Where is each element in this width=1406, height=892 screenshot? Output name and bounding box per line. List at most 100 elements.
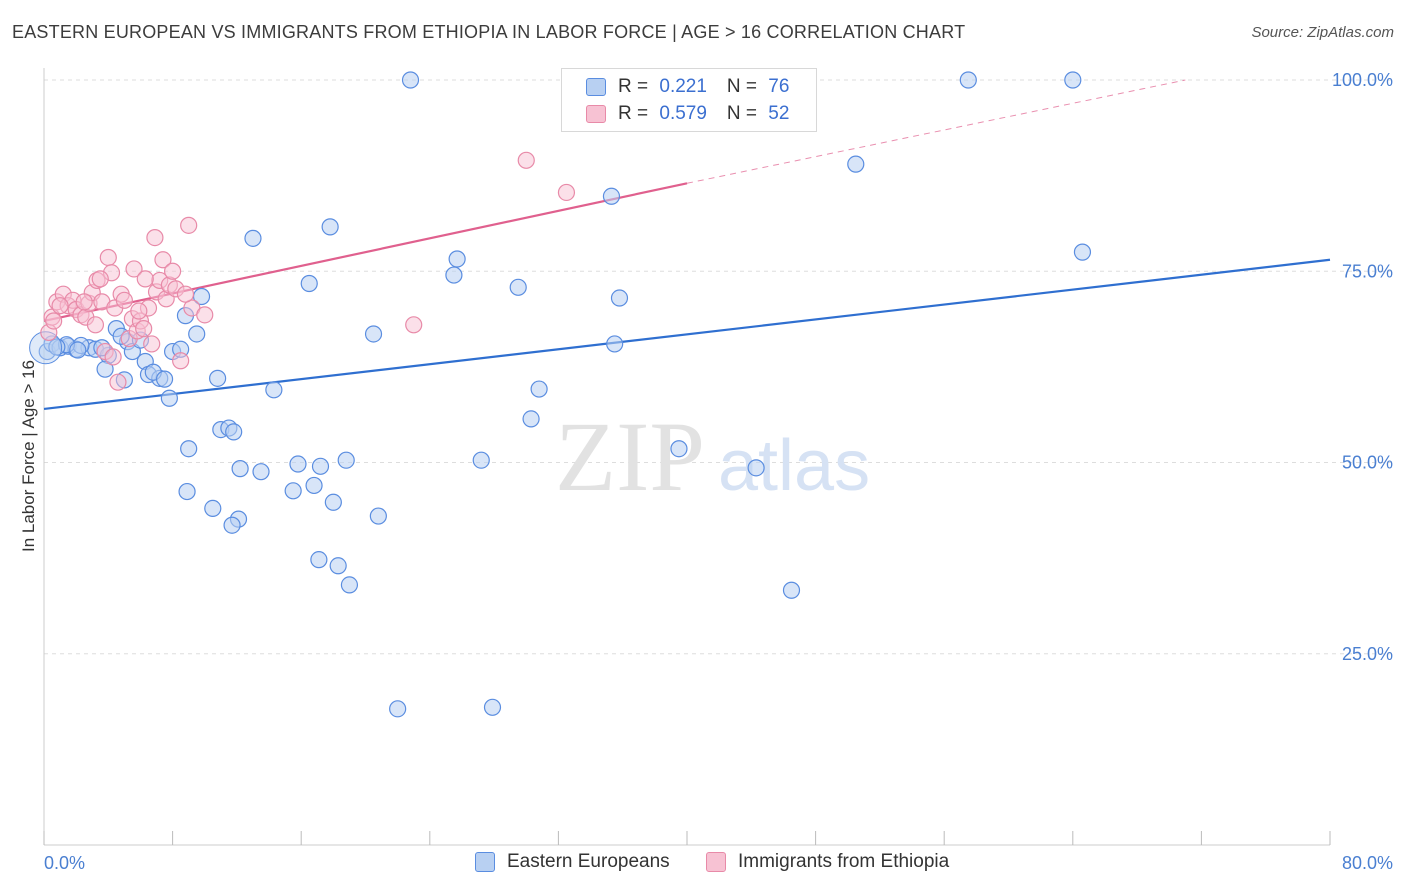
chart-title: EASTERN EUROPEAN VS IMMIGRANTS FROM ETHI…	[12, 22, 966, 42]
series-eastern-europeans	[29, 71, 1092, 718]
data-point-eastern-europeans	[610, 289, 629, 307]
data-point-immigrants-from-ethiopia	[164, 262, 182, 280]
data-point-eastern-europeans	[252, 463, 270, 481]
series-immigrants-from-ethiopia	[40, 151, 576, 391]
trend-line-immigrants-from-ethiopia	[43, 182, 688, 323]
data-point-immigrants-from-ethiopia	[172, 352, 190, 370]
data-point-eastern-europeans	[606, 335, 624, 353]
x-tick-label-min: 0.0%	[44, 853, 85, 873]
data-point-eastern-europeans	[284, 482, 302, 500]
legend-n-label: N =	[726, 103, 763, 124]
watermark-atlas: atlas	[718, 426, 870, 506]
data-point-eastern-europeans	[1064, 71, 1082, 89]
data-point-immigrants-from-ethiopia	[146, 228, 164, 247]
y-tick-label: 75.0%	[1342, 261, 1393, 281]
source-label: Source: ZipAtlas.com	[1251, 24, 1394, 41]
data-point-eastern-europeans	[155, 370, 174, 388]
data-point-eastern-europeans	[445, 266, 463, 284]
data-point-eastern-europeans	[509, 278, 527, 296]
data-point-eastern-europeans	[96, 360, 114, 378]
data-point-eastern-europeans	[472, 451, 490, 469]
data-point-immigrants-from-ethiopia	[51, 297, 69, 315]
data-point-eastern-europeans	[300, 274, 318, 293]
data-point-eastern-europeans	[483, 698, 502, 716]
data-point-eastern-europeans	[321, 218, 339, 236]
data-point-eastern-europeans	[231, 460, 249, 478]
data-point-immigrants-from-ethiopia	[135, 320, 153, 338]
grid-lines	[44, 79, 1392, 655]
data-point-immigrants-from-ethiopia	[99, 248, 117, 267]
axes	[43, 68, 1331, 846]
data-point-eastern-europeans	[310, 551, 328, 569]
data-point-immigrants-from-ethiopia	[45, 312, 63, 330]
trend-line-extension	[686, 79, 1186, 184]
data-point-eastern-europeans	[389, 700, 407, 718]
x-tick-label-max: 80.0%	[1342, 853, 1393, 873]
legend-label: Immigrants from Ethiopia	[738, 851, 950, 872]
legend-label: Eastern Europeans	[507, 851, 670, 872]
data-point-immigrants-from-ethiopia	[517, 151, 535, 169]
data-point-immigrants-from-ethiopia	[75, 293, 93, 311]
legend-swatch-pink	[706, 852, 726, 872]
data-point-eastern-europeans	[160, 389, 178, 407]
legend-n-label: N =	[726, 76, 763, 97]
data-point-eastern-europeans	[670, 440, 688, 458]
legend-item-eastern-europeans[interactable]: Eastern Europeans	[475, 851, 670, 873]
legend-r-value: 0.579	[659, 103, 707, 124]
data-point-immigrants-from-ethiopia	[104, 348, 122, 366]
data-point-eastern-europeans	[223, 516, 241, 534]
legend-row-immigrants-from-ethiopia: R = 0.579 N = 52	[586, 101, 789, 127]
data-point-immigrants-from-ethiopia	[143, 335, 161, 353]
data-point-immigrants-from-ethiopia	[196, 306, 214, 324]
data-point-eastern-europeans	[522, 410, 540, 428]
data-point-eastern-europeans	[448, 250, 466, 268]
data-point-immigrants-from-ethiopia	[557, 183, 576, 202]
data-point-eastern-europeans	[747, 459, 765, 477]
data-point-eastern-europeans	[244, 229, 262, 247]
data-point-eastern-europeans	[337, 451, 355, 469]
data-point-eastern-europeans	[324, 493, 342, 511]
data-point-eastern-europeans	[530, 380, 548, 398]
data-point-immigrants-from-ethiopia	[176, 285, 195, 303]
legend-r-label: R =	[618, 103, 654, 124]
legend-n-value: 52	[768, 103, 790, 124]
legend-n-value: 76	[768, 76, 790, 97]
data-point-eastern-europeans	[265, 381, 283, 399]
trend-line-eastern-europeans	[43, 258, 1331, 411]
watermark: ZIP atlas	[555, 401, 870, 512]
data-point-eastern-europeans	[1073, 243, 1092, 261]
data-point-eastern-europeans	[364, 325, 383, 343]
data-point-eastern-europeans	[369, 507, 387, 525]
data-point-eastern-europeans	[602, 187, 621, 205]
tick-labels: 25.0% 50.0% 75.0% 100.0% 0.0% 80.0%	[44, 70, 1393, 873]
data-point-immigrants-from-ethiopia	[130, 302, 148, 320]
legend-swatch-blue	[586, 78, 606, 96]
data-point-immigrants-from-ethiopia	[180, 216, 198, 234]
data-point-eastern-europeans	[959, 71, 977, 89]
data-point-immigrants-from-ethiopia	[154, 251, 172, 269]
data-point-eastern-europeans	[782, 581, 801, 599]
data-point-eastern-europeans	[305, 476, 323, 495]
data-point-eastern-europeans	[188, 325, 206, 343]
y-tick-label: 100.0%	[1332, 70, 1393, 90]
data-point-immigrants-from-ethiopia	[125, 260, 143, 278]
data-point-immigrants-from-ethiopia	[86, 316, 105, 334]
data-point-eastern-europeans	[311, 457, 330, 475]
data-point-eastern-europeans	[289, 455, 307, 473]
y-axis-label: In Labor Force | Age > 16	[19, 360, 38, 552]
data-point-eastern-europeans	[847, 155, 865, 173]
legend-swatch-blue	[475, 852, 495, 872]
y-tick-label: 50.0%	[1342, 453, 1393, 473]
legend-row-eastern-europeans: R = 0.221 N = 76	[586, 74, 789, 100]
data-point-immigrants-from-ethiopia	[109, 373, 127, 391]
data-point-eastern-europeans	[225, 423, 243, 441]
data-point-immigrants-from-ethiopia	[115, 291, 133, 309]
data-point-eastern-europeans	[329, 557, 347, 575]
data-point-immigrants-from-ethiopia	[405, 316, 423, 334]
legend-swatch-pink	[586, 105, 606, 123]
data-point-immigrants-from-ethiopia	[91, 270, 109, 288]
data-point-eastern-europeans	[180, 440, 198, 458]
legend-item-immigrants-from-ethiopia[interactable]: Immigrants from Ethiopia	[706, 851, 949, 873]
data-point-eastern-europeans	[69, 341, 87, 359]
